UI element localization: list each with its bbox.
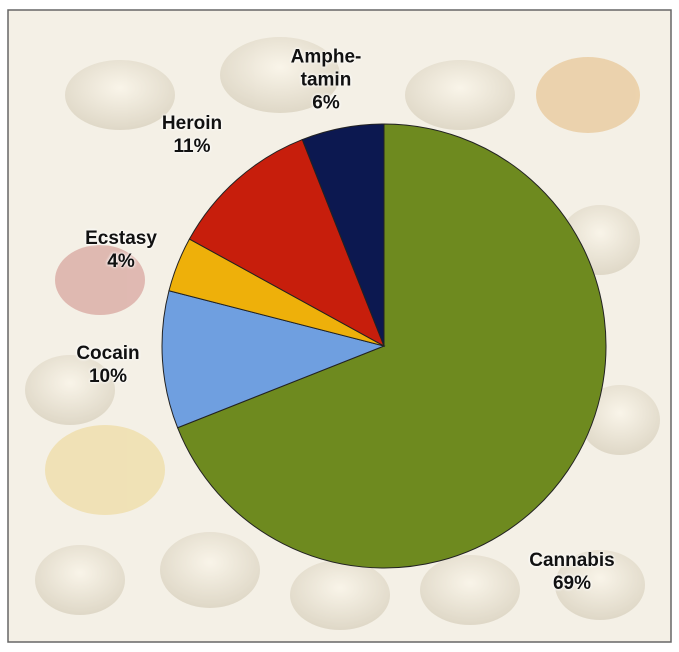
value-label: 10% (88, 366, 128, 387)
slice-label: Heroin 11% (162, 112, 222, 158)
category-label: Amphe- tamin (290, 46, 362, 91)
pie-slice (161, 290, 386, 429)
value-label: 4% (107, 251, 135, 272)
category-label: Ecstasy (85, 228, 157, 249)
category-label: Cannabis (529, 550, 615, 571)
pie-slice (188, 138, 385, 348)
value-label: 69% (552, 573, 592, 594)
value-label: 11% (173, 136, 211, 157)
slice-label: Cocain 10% (76, 342, 139, 388)
pie-slice (176, 123, 607, 569)
slice-label: Ecstasy 4% (85, 227, 157, 273)
category-label: Heroin (161, 113, 223, 134)
slice-label: Cannabis 69% (529, 549, 615, 595)
slice-label: Amphe- tamin 6% (291, 46, 362, 115)
category-label: Cocain (76, 343, 140, 364)
value-label: 6% (312, 92, 340, 114)
pie-slice (301, 123, 385, 347)
